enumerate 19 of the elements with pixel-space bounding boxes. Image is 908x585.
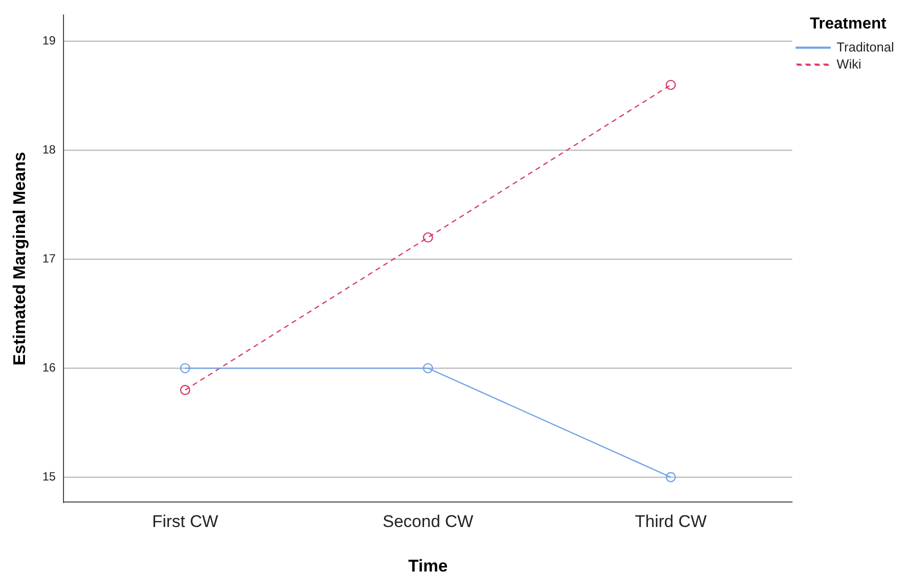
point — [422, 232, 434, 243]
x-axis-title: Time — [408, 556, 448, 576]
legend-label: Wiki — [836, 56, 862, 72]
y-tick-label: 16 — [42, 360, 56, 375]
point — [666, 472, 676, 482]
x-tick-label: Third CW — [634, 512, 707, 532]
point — [180, 384, 190, 396]
y-tick-label: 15 — [42, 469, 56, 484]
point — [422, 363, 434, 374]
point — [180, 363, 190, 374]
y-axis-title: Estimated Marginal Means — [10, 152, 29, 366]
legend-label: Traditonal — [836, 39, 894, 54]
legend-title: Treatment — [810, 15, 887, 32]
x-tick-label: Second CW — [382, 512, 474, 532]
y-tick-label: 19 — [42, 34, 56, 48]
y-tick-label: 18 — [42, 142, 56, 157]
x-tick-label: First CW — [152, 512, 218, 532]
y-tick-label: 17 — [42, 252, 56, 266]
point — [666, 80, 676, 90]
